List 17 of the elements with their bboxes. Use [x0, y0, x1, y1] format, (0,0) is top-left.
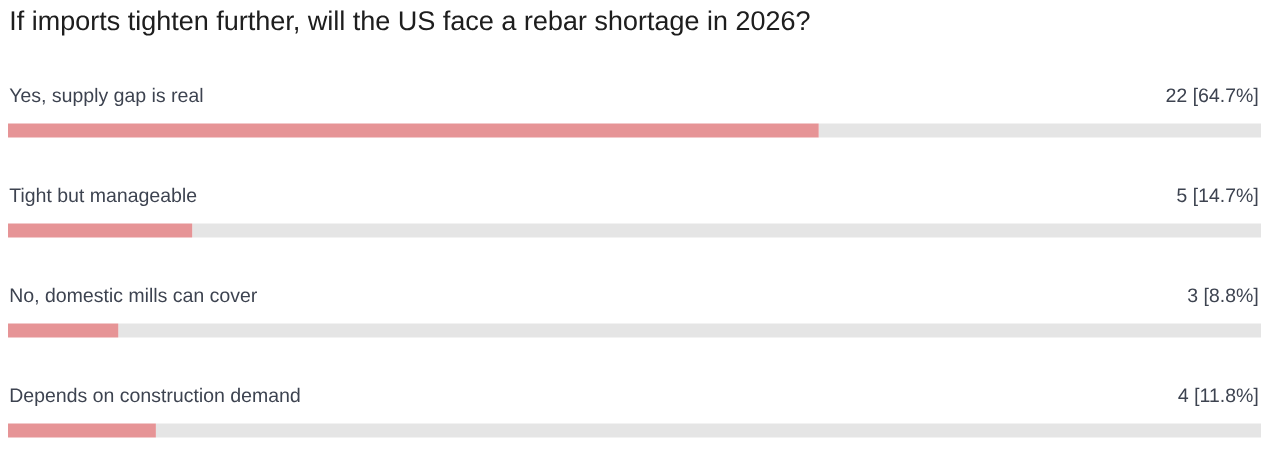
- bar: [8, 423, 156, 438]
- bar: [155, 423, 1261, 438]
- annotation: 4 [11.8%]: [1178, 387, 1258, 407]
- y-tick-label: Yes, supply gap is real: [9, 87, 203, 107]
- annotation: 22 [64.7%]: [1166, 87, 1258, 107]
- bar: [818, 123, 1261, 138]
- bar: [118, 323, 1261, 338]
- bar: [8, 323, 119, 338]
- chart-title: If imports tighten further, will the US face a rebar shortage in 2026?: [11, 10, 810, 36]
- y-tick-label: Tight but manageable: [9, 187, 197, 207]
- bar: [8, 123, 819, 138]
- annotation: 3 [8.8%]: [1187, 287, 1258, 307]
- y-tick-label: No, domestic mills can cover: [10, 287, 257, 305]
- annotation: 5 [14.7%]: [1177, 187, 1258, 207]
- bar: [8, 223, 193, 238]
- y-tick-label: Depends on construction demand: [10, 387, 300, 407]
- bar: [192, 223, 1261, 238]
